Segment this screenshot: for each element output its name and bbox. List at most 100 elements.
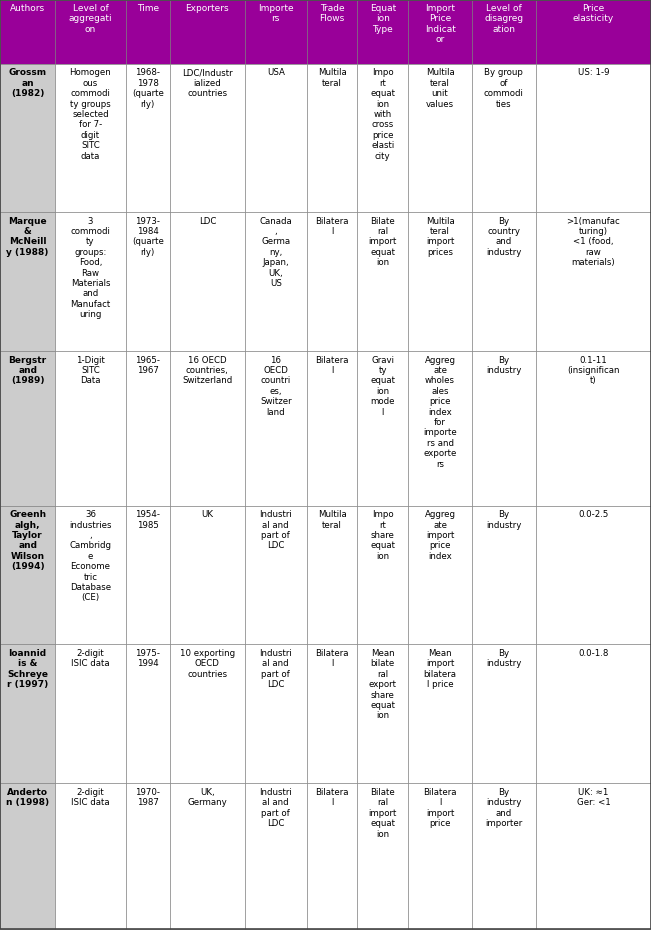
Text: Multila
teral
import
prices: Multila teral import prices <box>426 217 454 257</box>
Text: 16
OECD
countri
es,
Switzer
land: 16 OECD countri es, Switzer land <box>260 356 292 416</box>
Text: 10 exporting
OECD
countries: 10 exporting OECD countries <box>180 649 235 679</box>
Text: Grossm
an
(1982): Grossm an (1982) <box>8 68 47 98</box>
Bar <box>472 783 536 929</box>
Bar <box>472 0 536 64</box>
Bar <box>536 64 651 212</box>
Text: Bilatera
l
import
price: Bilatera l import price <box>423 788 457 828</box>
Bar <box>408 783 472 929</box>
Bar <box>170 212 245 351</box>
Text: Multila
teral: Multila teral <box>318 510 346 530</box>
Bar <box>55 351 126 506</box>
Text: Bilatera
l: Bilatera l <box>315 788 349 808</box>
Text: US: 1-9: US: 1-9 <box>577 68 609 78</box>
Text: 1975-
1994: 1975- 1994 <box>135 649 160 669</box>
Text: Exporters: Exporters <box>186 4 229 13</box>
Text: UK: ≈1
Ger: <1: UK: ≈1 Ger: <1 <box>577 788 610 808</box>
Bar <box>472 506 536 644</box>
Bar <box>357 0 408 64</box>
Bar <box>170 506 245 644</box>
Bar <box>245 783 307 929</box>
Bar <box>126 506 170 644</box>
Text: Ioannid
is &
Schreye
r (1997): Ioannid is & Schreye r (1997) <box>7 649 48 689</box>
Text: Mean
import
bilatera
l price: Mean import bilatera l price <box>424 649 456 689</box>
Text: Bergstr
and
(1989): Bergstr and (1989) <box>8 356 47 386</box>
Text: Equat
ion
Type: Equat ion Type <box>370 4 396 34</box>
Bar <box>536 0 651 64</box>
Text: Impo
rt
share
equat
ion: Impo rt share equat ion <box>370 510 395 561</box>
Text: Aggreg
ate
wholes
ales
price
index
for
importe
rs and
exporte
rs: Aggreg ate wholes ales price index for i… <box>423 356 457 468</box>
Text: 2-digit
ISIC data: 2-digit ISIC data <box>71 649 110 669</box>
Text: By group
of
commodi
ties: By group of commodi ties <box>484 68 524 109</box>
Text: Impo
rt
equat
ion
with
cross
price
elasti
city: Impo rt equat ion with cross price elast… <box>370 68 395 160</box>
Text: 0.0-2.5: 0.0-2.5 <box>578 510 609 520</box>
Text: 0.0-1.8: 0.0-1.8 <box>578 649 609 658</box>
Text: UK,
Germany: UK, Germany <box>187 788 227 808</box>
Text: 0.1-11
(insignifican
t): 0.1-11 (insignifican t) <box>567 356 620 386</box>
Text: Bilatera
l: Bilatera l <box>315 649 349 669</box>
Text: Level of
aggregati
on: Level of aggregati on <box>68 4 113 34</box>
Bar <box>408 644 472 783</box>
Text: Homogen
ous
commodi
ty groups
selected
for 7-
digit
SITC
data: Homogen ous commodi ty groups selected f… <box>70 68 111 160</box>
Bar <box>307 351 357 506</box>
Text: Trade
Flows: Trade Flows <box>320 4 344 23</box>
Bar <box>170 351 245 506</box>
Text: Multila
teral: Multila teral <box>318 68 346 88</box>
Text: Level of
disagreg
ation: Level of disagreg ation <box>484 4 523 34</box>
Bar <box>408 64 472 212</box>
Bar <box>472 64 536 212</box>
Text: >1(manufac
turing)
<1 (food,
raw
materials): >1(manufac turing) <1 (food, raw materia… <box>566 217 620 267</box>
Text: Authors: Authors <box>10 4 45 13</box>
Text: LDC: LDC <box>199 217 216 226</box>
Bar <box>0 212 55 351</box>
Text: By
industry
and
importer: By industry and importer <box>485 788 523 828</box>
Bar <box>307 64 357 212</box>
Text: 3
commodi
ty
groups:
Food,
Raw
Materials
and
Manufact
uring: 3 commodi ty groups: Food, Raw Materials… <box>70 217 111 319</box>
Bar <box>55 506 126 644</box>
Bar <box>0 0 55 64</box>
Text: Bilatera
l: Bilatera l <box>315 356 349 375</box>
Text: Bilate
ral
import
equat
ion: Bilate ral import equat ion <box>368 788 397 839</box>
Text: 36
industries
,
Cambridg
e
Econome
tric
Database
(CE): 36 industries , Cambridg e Econome tric … <box>69 510 112 602</box>
Bar <box>0 351 55 506</box>
Text: Anderto
n (1998): Anderto n (1998) <box>6 788 49 808</box>
Text: Multila
teral
unit
values: Multila teral unit values <box>426 68 454 109</box>
Bar <box>408 506 472 644</box>
Bar <box>307 783 357 929</box>
Bar <box>408 0 472 64</box>
Bar <box>55 212 126 351</box>
Bar <box>126 0 170 64</box>
Text: Bilatera
l: Bilatera l <box>315 217 349 236</box>
Text: Canada
,
Germa
ny,
Japan,
UK,
US: Canada , Germa ny, Japan, UK, US <box>259 217 292 288</box>
Text: By
industry: By industry <box>486 649 521 669</box>
Text: USA: USA <box>267 68 284 78</box>
Bar <box>536 212 651 351</box>
Bar <box>170 783 245 929</box>
Bar <box>126 351 170 506</box>
Bar <box>307 212 357 351</box>
Bar <box>357 64 408 212</box>
Text: By
industry: By industry <box>486 510 521 530</box>
Text: Price
elasticity: Price elasticity <box>573 4 614 23</box>
Bar <box>55 0 126 64</box>
Text: Industri
al and
part of
LDC: Industri al and part of LDC <box>259 788 292 828</box>
Bar <box>357 506 408 644</box>
Text: 2-digit
ISIC data: 2-digit ISIC data <box>71 788 110 808</box>
Text: By
industry: By industry <box>486 356 521 375</box>
Bar <box>245 212 307 351</box>
Text: Marque
&
McNeill
y (1988): Marque & McNeill y (1988) <box>7 217 49 257</box>
Bar <box>0 64 55 212</box>
Bar <box>245 64 307 212</box>
Text: 1970-
1987: 1970- 1987 <box>135 788 160 808</box>
Bar <box>472 644 536 783</box>
Text: Bilate
ral
import
equat
ion: Bilate ral import equat ion <box>368 217 397 267</box>
Bar <box>357 783 408 929</box>
Text: Industri
al and
part of
LDC: Industri al and part of LDC <box>259 510 292 551</box>
Text: Import
Price
Indicat
or: Import Price Indicat or <box>424 4 456 44</box>
Bar <box>472 351 536 506</box>
Bar <box>408 351 472 506</box>
Bar <box>472 212 536 351</box>
Bar <box>307 506 357 644</box>
Text: By
country
and
industry: By country and industry <box>486 217 521 257</box>
Bar <box>55 644 126 783</box>
Bar <box>55 64 126 212</box>
